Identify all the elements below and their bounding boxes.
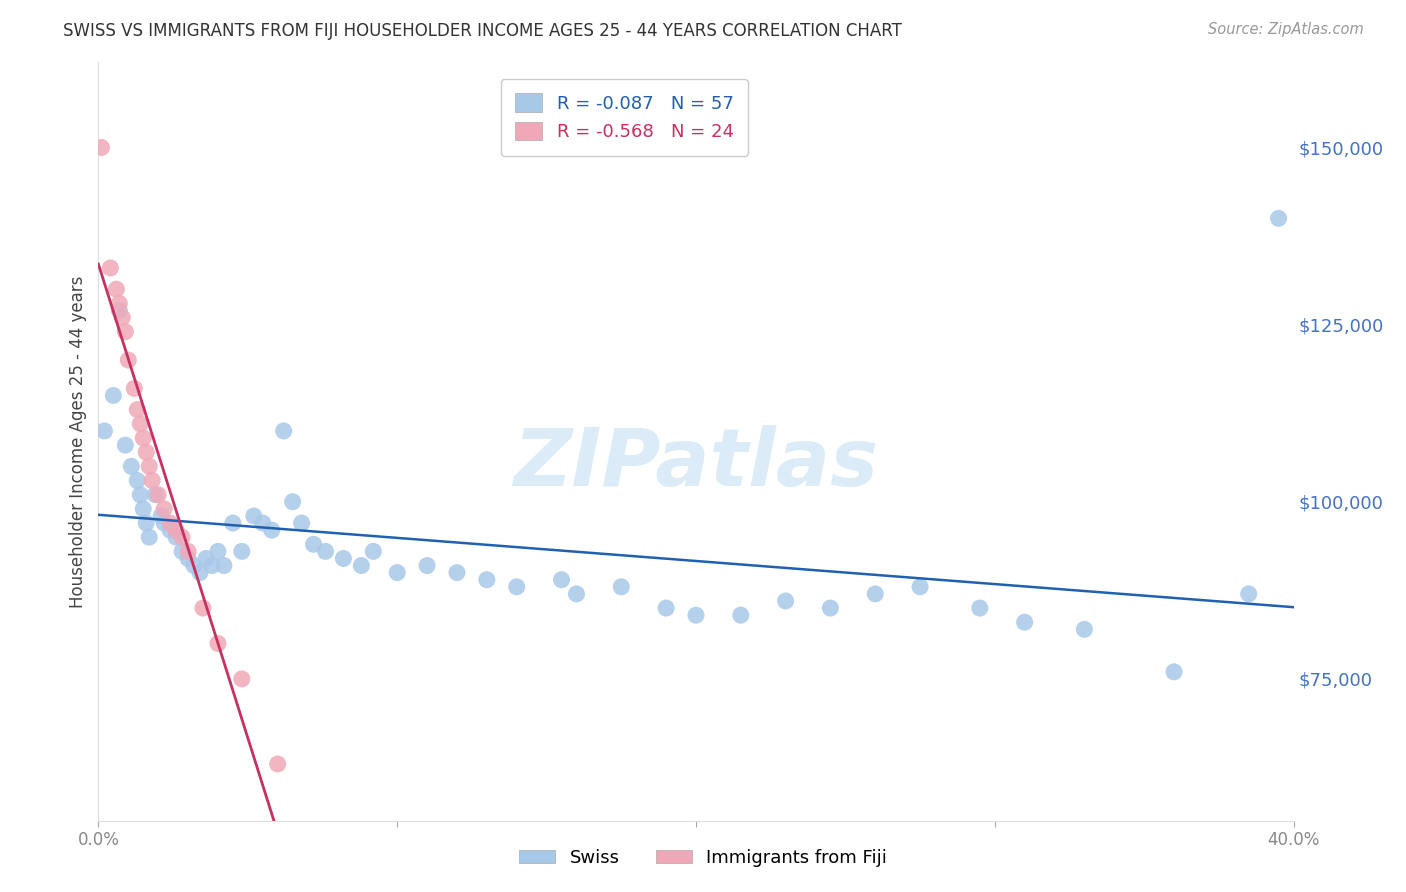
Legend: R = -0.087   N = 57, R = -0.568   N = 24: R = -0.087 N = 57, R = -0.568 N = 24 [501,79,748,156]
Point [207,544,229,558]
Point [231,672,253,686]
Point [1073,623,1095,637]
Point [159,516,181,530]
Point [969,601,991,615]
Point [231,544,253,558]
Point [153,501,176,516]
Point [908,580,931,594]
Point [243,508,266,523]
Point [138,530,160,544]
Point [865,587,887,601]
Point [135,516,157,530]
Point [252,516,274,530]
Point [207,636,229,650]
Point [775,594,797,608]
Y-axis label: Householder Income Ages 25 - 44 years: Householder Income Ages 25 - 44 years [69,276,87,607]
Point [172,530,194,544]
Point [108,296,131,310]
Point [273,424,295,438]
Point [165,530,187,544]
Point [127,402,149,417]
Point [103,388,125,402]
Point [212,558,235,573]
Point [730,608,752,623]
Point [222,516,245,530]
Point [1014,615,1036,630]
Point [150,508,173,523]
Point [141,474,163,488]
Point [108,303,131,318]
Point [1163,665,1185,679]
Point [332,551,354,566]
Point [1237,587,1260,601]
Point [281,495,304,509]
Point [416,558,439,573]
Point [148,488,170,502]
Point [114,325,136,339]
Text: SWISS VS IMMIGRANTS FROM FIJI HOUSEHOLDER INCOME AGES 25 - 44 YEARS CORRELATION : SWISS VS IMMIGRANTS FROM FIJI HOUSEHOLDE… [63,22,903,40]
Point [129,417,152,431]
Point [191,601,214,615]
Point [1267,211,1289,226]
Point [201,558,224,573]
Point [159,523,181,537]
Point [165,523,187,537]
Point [129,488,152,502]
Point [132,501,155,516]
Point [302,537,325,551]
Point [114,438,136,452]
Point [315,544,337,558]
Point [350,558,373,573]
Point [111,310,134,325]
Point [550,573,572,587]
Point [260,523,283,537]
Point [183,558,205,573]
Point [93,424,115,438]
Point [385,566,409,580]
Point [820,601,842,615]
Point [135,445,157,459]
Point [105,282,128,296]
Point [188,566,211,580]
Point [124,381,146,395]
Point [506,580,529,594]
Point [120,459,142,474]
Point [117,353,139,368]
Point [127,474,149,488]
Point [610,580,633,594]
Point [138,459,160,474]
Point [291,516,314,530]
Point [655,601,678,615]
Point [195,551,218,566]
Point [177,544,200,558]
Point [475,573,498,587]
Point [685,608,707,623]
Point [132,431,155,445]
Point [267,756,290,771]
Point [143,488,166,502]
Point [565,587,588,601]
Legend: Swiss, Immigrants from Fiji: Swiss, Immigrants from Fiji [512,842,894,874]
Point [172,544,194,558]
Point [446,566,468,580]
Text: ZIPatlas: ZIPatlas [513,425,879,503]
Point [153,516,176,530]
Text: Source: ZipAtlas.com: Source: ZipAtlas.com [1208,22,1364,37]
Point [98,260,122,275]
Point [90,140,112,154]
Point [177,551,200,566]
Point [363,544,385,558]
